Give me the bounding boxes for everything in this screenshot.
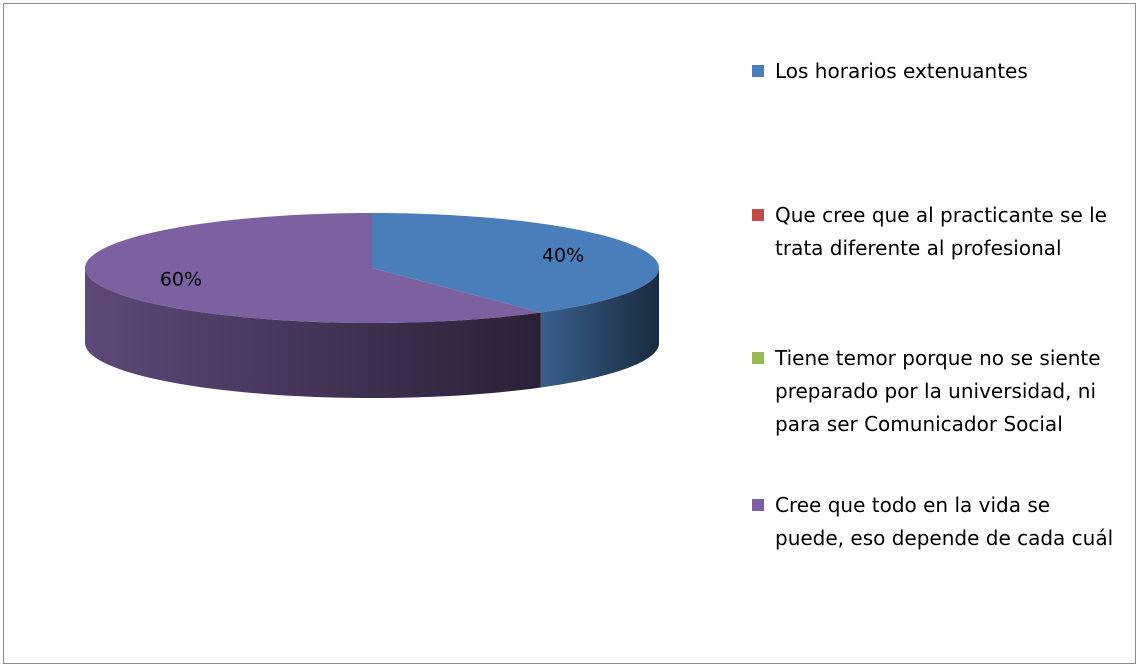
slice-side-shade bbox=[540, 268, 659, 388]
slice-side-shade bbox=[85, 268, 541, 398]
legend-entry: Que cree que al practicante se le trata … bbox=[752, 199, 1122, 265]
legend-label: Los horarios extenuantes bbox=[775, 59, 1028, 83]
legend-entry: Los horarios extenuantes bbox=[752, 55, 1122, 88]
legend-label: Cree que todo en la vida se puede, eso d… bbox=[775, 493, 1114, 550]
slice bbox=[372, 213, 659, 313]
chart-frame bbox=[3, 3, 1136, 664]
legend-swatch bbox=[752, 209, 764, 221]
legend-swatch bbox=[752, 65, 764, 77]
legend-label: Tiene temor porque no se siente preparad… bbox=[775, 346, 1101, 436]
legend-entry: Tiene temor porque no se siente preparad… bbox=[752, 342, 1122, 441]
legend-swatch bbox=[752, 499, 764, 511]
legend-swatch bbox=[752, 352, 764, 364]
data-label: 60% bbox=[160, 268, 202, 290]
legend-entry: Cree que todo en la vida se puede, eso d… bbox=[752, 489, 1122, 555]
legend-label: Que cree que al practicante se le trata … bbox=[775, 203, 1107, 260]
data-label: 40% bbox=[542, 245, 584, 267]
slice bbox=[85, 213, 541, 323]
